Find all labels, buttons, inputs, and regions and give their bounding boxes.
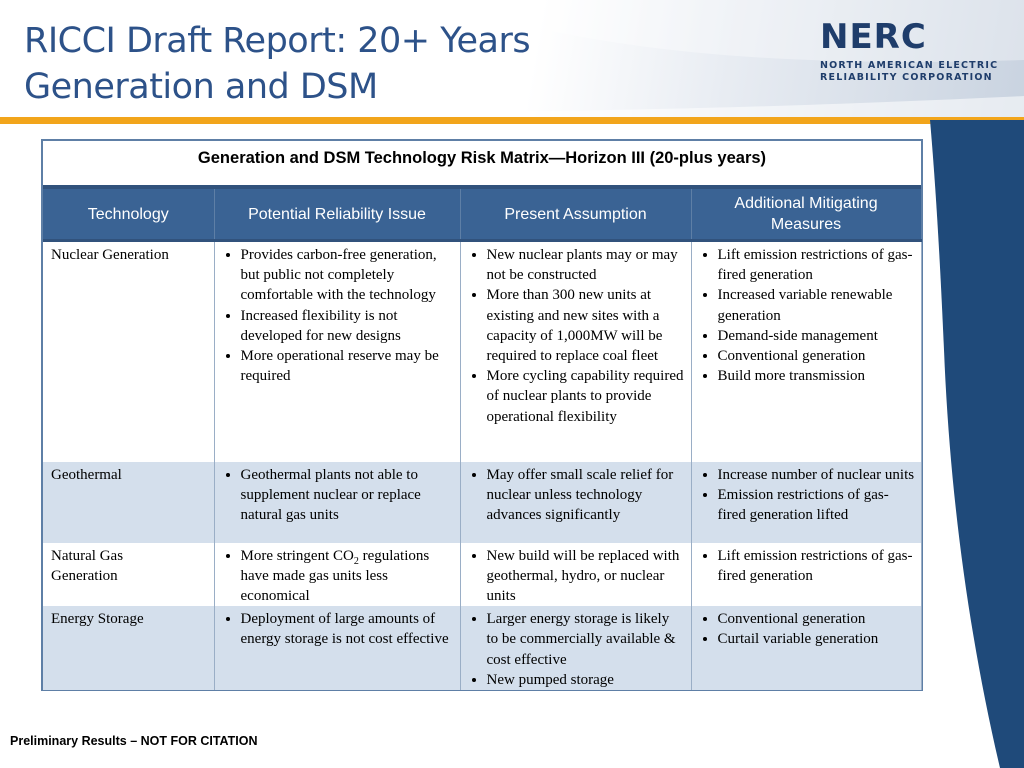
list-item: Demand-side management — [718, 326, 915, 346]
list-item: Curtail variable generation — [718, 629, 915, 649]
issue-cell: Geothermal plants not able to supplement… — [214, 461, 461, 543]
measures-cell: Conventional generation Curtail variable… — [691, 606, 922, 690]
list-item: Increased flexibility is not developed f… — [241, 306, 454, 346]
column-header-reliability-issue: Potential Reliability Issue — [214, 189, 461, 242]
column-header-technology: Technology — [43, 189, 215, 242]
table-row: Energy Storage Deployment of large amoun… — [43, 606, 922, 690]
column-header-mitigating-measures: Additional Mitigating Measures — [691, 189, 922, 242]
list-item: Increased variable renewable generation — [718, 285, 915, 325]
list-item: More operational reserve may be required — [241, 346, 454, 386]
technology-cell: Nuclear Generation — [43, 240, 215, 462]
list-item: Conventional generation — [718, 609, 915, 629]
technology-line: Natural Gas — [51, 547, 124, 564]
issue-cell: Deployment of large amounts of energy st… — [214, 606, 461, 690]
measures-cell: Lift emission restrictions of gas-fired … — [691, 240, 922, 462]
list-item: Lift emission restrictions of gas-fired … — [718, 546, 915, 586]
list-item: New pumped storage — [487, 670, 685, 690]
list-item: New build will be replaced with geotherm… — [487, 546, 685, 607]
right-decorative-panel — [930, 120, 1024, 768]
list-item: May offer small scale relief for nuclear… — [487, 465, 685, 526]
assumption-cell: Larger energy storage is likely to be co… — [460, 606, 692, 690]
table-row: Natural Gas Generation More stringent CO… — [43, 542, 922, 607]
nerc-logo: NERC NORTH AMERICAN ELECTRIC RELIABILITY… — [820, 20, 1010, 84]
list-item: New nuclear plants may or may not be con… — [487, 245, 685, 285]
page-title: RICCI Draft Report: 20+ Years Generation… — [24, 18, 531, 110]
issue-cell: More stringent CO2 regulations have made… — [214, 542, 461, 607]
assumption-cell: New build will be replaced with geotherm… — [460, 542, 692, 607]
technology-cell: Natural Gas Generation — [43, 542, 215, 607]
table-row: Geothermal Geothermal plants not able to… — [43, 461, 922, 543]
list-item: More stringent CO2 regulations have made… — [241, 546, 454, 607]
list-item: Increase number of nuclear units — [718, 465, 915, 485]
measures-cell: Increase number of nuclear units Emissio… — [691, 461, 922, 543]
column-header-present-assumption: Present Assumption — [460, 189, 692, 242]
list-item: Conventional generation — [718, 346, 915, 366]
list-item: Deployment of large amounts of energy st… — [241, 609, 454, 649]
list-item: Larger energy storage is likely to be co… — [487, 609, 685, 670]
list-item: Provides carbon-free generation, but pub… — [241, 245, 454, 306]
page-title-line-2: Generation and DSM — [24, 67, 378, 107]
technology-cell: Geothermal — [43, 461, 215, 543]
matrix-title: Generation and DSM Technology Risk Matri… — [43, 141, 921, 189]
co2-subscript: 2 — [353, 555, 359, 567]
co2-suffix: regulations have made gas units less eco… — [240, 547, 430, 604]
page-title-line-1: RICCI Draft Report: 20+ Years — [24, 21, 531, 61]
logo-tagline-line-2: RELIABILITY CORPORATION — [820, 72, 993, 83]
header-swoosh-decoration — [0, 0, 1024, 122]
co2-prefix: More stringent CO — [240, 547, 354, 564]
assumption-cell: New nuclear plants may or may not be con… — [460, 240, 692, 462]
technology-line: Generation — [51, 567, 118, 584]
list-item: Build more transmission — [718, 366, 915, 386]
header-background — [0, 0, 1024, 120]
footer-disclaimer: Preliminary Results – NOT FOR CITATION — [10, 734, 258, 748]
issue-cell: Provides carbon-free generation, but pub… — [214, 240, 461, 462]
risk-matrix-table: Technology Potential Reliability Issue P… — [43, 189, 922, 690]
logo-tagline: NORTH AMERICAN ELECTRIC RELIABILITY CORP… — [820, 60, 1010, 84]
list-item: More cycling capability required of nucl… — [487, 366, 685, 427]
table-row: Nuclear Generation Provides carbon-free … — [43, 240, 922, 462]
logo-tagline-line-1: NORTH AMERICAN ELECTRIC — [820, 60, 999, 71]
measures-cell: Lift emission restrictions of gas-fired … — [691, 542, 922, 607]
list-item: More than 300 new units at existing and … — [487, 285, 685, 366]
table-header-row: Technology Potential Reliability Issue P… — [43, 189, 922, 242]
list-item: Emission restrictions of gas-fired gener… — [718, 485, 915, 525]
list-item: Geothermal plants not able to supplement… — [241, 465, 454, 526]
technology-cell: Energy Storage — [43, 606, 215, 690]
risk-matrix: Generation and DSM Technology Risk Matri… — [41, 139, 923, 691]
logo-wordmark: NERC — [820, 17, 927, 57]
assumption-cell: May offer small scale relief for nuclear… — [460, 461, 692, 543]
accent-bar — [0, 117, 1024, 124]
list-item: Lift emission restrictions of gas-fired … — [718, 245, 915, 285]
